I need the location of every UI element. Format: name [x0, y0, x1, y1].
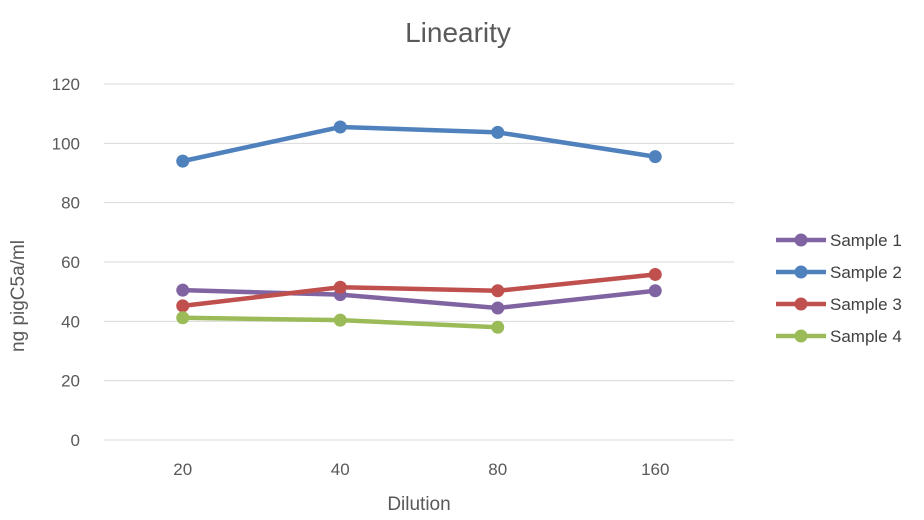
legend-item: Sample 2 — [776, 263, 902, 282]
y-tick-label: 120 — [52, 75, 80, 94]
y-tick-label: 20 — [61, 372, 80, 391]
data-point — [333, 280, 347, 294]
data-point — [648, 150, 662, 164]
legend-label: Sample 3 — [830, 295, 902, 314]
data-point — [491, 284, 505, 298]
legend-marker — [794, 233, 808, 247]
data-point — [176, 154, 190, 168]
y-tick-label: 0 — [71, 431, 80, 450]
data-point — [491, 320, 505, 334]
legend-label: Sample 1 — [830, 231, 902, 250]
series-2 — [176, 120, 662, 168]
series-line — [180, 272, 658, 309]
legend-item: Sample 4 — [776, 327, 902, 346]
x-tick-label: 160 — [641, 460, 669, 479]
y-axis-ticks: 0 20 40 60 80 100 120 — [52, 75, 80, 450]
data-point — [491, 125, 505, 139]
x-tick-label: 40 — [331, 460, 350, 479]
series-line — [180, 124, 658, 164]
y-axis-title: ng pigC5a/ml — [8, 240, 29, 352]
data-point — [333, 313, 347, 327]
data-point — [648, 267, 662, 281]
x-axis-ticks: 20 40 80 160 — [173, 460, 669, 479]
data-point — [648, 284, 662, 298]
series-4 — [176, 311, 505, 334]
legend: Sample 1 Sample 2 Sample 3 Sample 4 — [776, 231, 902, 346]
series-3 — [176, 267, 662, 313]
y-tick-label: 80 — [61, 194, 80, 213]
legend-marker — [794, 329, 808, 343]
legend-item: Sample 3 — [776, 295, 902, 314]
legend-marker — [794, 265, 808, 279]
data-point — [176, 311, 190, 325]
x-axis-title: Dilution — [387, 494, 450, 515]
legend-item: Sample 1 — [776, 231, 902, 250]
legend-label: Sample 4 — [830, 327, 902, 346]
chart-title: Linearity — [405, 17, 511, 48]
x-tick-label: 80 — [488, 460, 507, 479]
data-point — [333, 120, 347, 134]
x-tick-label: 20 — [173, 460, 192, 479]
y-tick-label: 60 — [61, 253, 80, 272]
legend-label: Sample 2 — [830, 263, 902, 282]
series-lines — [176, 120, 662, 334]
legend-marker — [794, 297, 808, 311]
gridlines — [104, 83, 734, 441]
data-point — [491, 301, 505, 315]
y-tick-label: 100 — [52, 134, 80, 153]
data-point — [176, 299, 190, 313]
series-line — [180, 287, 658, 311]
y-tick-label: 40 — [61, 312, 80, 331]
data-point — [176, 283, 190, 297]
